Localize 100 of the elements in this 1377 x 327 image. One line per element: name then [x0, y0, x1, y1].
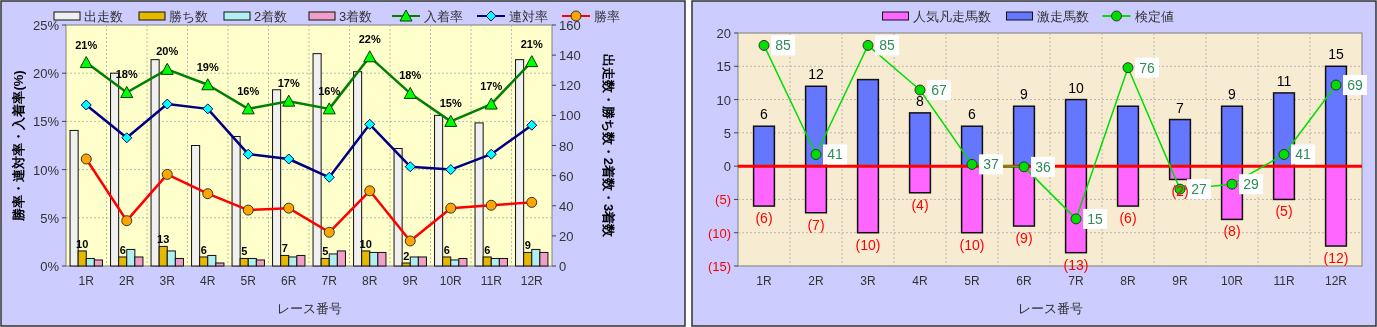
- data-label: 5: [322, 245, 329, 258]
- data-label: 2: [403, 249, 410, 262]
- data-label: 15%: [439, 97, 462, 110]
- data-label: 11: [1276, 72, 1292, 89]
- data-label: 20%: [156, 45, 179, 58]
- y-tick-label: 25%: [32, 18, 60, 33]
- data-label: 21%: [75, 38, 98, 51]
- x-tick-label: 3R: [860, 274, 876, 288]
- data-label: 41: [1295, 146, 1311, 163]
- y-tick-label: (15): [707, 259, 731, 274]
- data-label: 6: [968, 106, 977, 123]
- legend-label: 連対率: [509, 9, 548, 24]
- data-label: (10): [855, 236, 881, 253]
- x-tick-label: 12R: [520, 274, 544, 288]
- point: [1278, 148, 1290, 160]
- data-label: (6): [755, 210, 773, 227]
- data-label: 22%: [358, 32, 381, 45]
- point: [526, 119, 538, 131]
- x-tick-label: 5R: [964, 274, 980, 288]
- point: [914, 84, 926, 96]
- x-tick-label: 3R: [159, 274, 176, 288]
- data-label: 17%: [480, 80, 503, 93]
- y-tick-label: 20: [716, 26, 731, 41]
- point: [202, 103, 214, 115]
- data-label: 7: [281, 242, 288, 255]
- data-label: 41: [827, 146, 843, 163]
- point: [283, 153, 295, 165]
- point: [445, 164, 457, 176]
- x-tick-label: 9R: [1172, 274, 1188, 288]
- data-label: (13): [1063, 256, 1089, 273]
- x-tick-label: 12R: [1324, 274, 1348, 288]
- legend-label: 3着数: [339, 9, 373, 24]
- data-label: 36: [1035, 158, 1051, 175]
- data-label: 18%: [399, 69, 422, 82]
- point: [242, 148, 254, 160]
- data-label: (7): [807, 216, 825, 233]
- y2-tick-label: 120: [559, 78, 581, 94]
- y-tick-label: 5: [723, 125, 731, 141]
- y-tick-label: 15%: [32, 114, 60, 130]
- x-tick-label: 6R: [1016, 274, 1032, 288]
- point: [121, 132, 133, 144]
- y2-tick-label: 60: [559, 168, 574, 184]
- y2-tick-label: 40: [559, 198, 574, 214]
- x-tick-label: 1R: [78, 274, 95, 288]
- data-label: 69: [1347, 77, 1363, 94]
- y2-tick-label: 140: [559, 48, 581, 64]
- data-label: 76: [1139, 59, 1155, 76]
- data-label: 85: [775, 37, 791, 54]
- data-label: 85: [879, 37, 895, 54]
- point: [161, 98, 173, 110]
- data-label: 16%: [237, 84, 260, 97]
- data-label: 5: [241, 245, 248, 258]
- point: [364, 118, 376, 130]
- x-tick-label: 10R: [1220, 274, 1244, 288]
- data-label: 6: [443, 243, 450, 256]
- y-tick-label: (5): [715, 192, 731, 208]
- y-tick-label: 20%: [32, 66, 60, 82]
- data-label: 15: [1087, 210, 1103, 227]
- legend-label: 勝ち数: [169, 9, 208, 24]
- x-tick-label: 8R: [1120, 274, 1136, 288]
- data-label: (6): [1119, 210, 1137, 227]
- y2-tick-label: 80: [559, 138, 574, 154]
- x-tick-label: 9R: [402, 274, 419, 288]
- y2-tick-label: 160: [559, 18, 581, 33]
- data-label: 9: [1020, 86, 1029, 103]
- legend-label: 2着数: [254, 9, 288, 24]
- legend-label: 検定値: [1134, 9, 1174, 24]
- y2-axis-title: 出走数・勝ち数・2着数・3着数: [601, 53, 616, 239]
- x-tick-label: 4R: [912, 274, 928, 288]
- data-label: 17%: [277, 77, 300, 90]
- point: [1070, 213, 1082, 225]
- point: [1330, 79, 1342, 91]
- data-label: 21%: [520, 37, 543, 50]
- y2-tick-label: 0: [559, 259, 567, 274]
- point: [80, 99, 92, 111]
- data-label: (10): [959, 236, 985, 253]
- point: [810, 148, 822, 160]
- y-axis-title: 勝率・連対率・入着率(%): [11, 70, 26, 222]
- point: [1122, 62, 1134, 74]
- x-tick-label: 10R: [439, 274, 463, 288]
- point: [1018, 161, 1030, 173]
- point: [485, 148, 497, 160]
- y-tick-label: 0%: [40, 259, 60, 274]
- y-tick-label: 15: [716, 59, 731, 75]
- data-label: 27: [1191, 181, 1207, 198]
- legend-label: 人気凡走馬数: [912, 9, 991, 24]
- data-label: 9: [524, 239, 531, 252]
- data-label: 15: [1328, 46, 1344, 63]
- data-label: 37: [983, 156, 999, 173]
- data-label: 18%: [115, 68, 138, 81]
- x-tick-label: 8R: [362, 274, 378, 288]
- data-label: 6: [484, 243, 491, 256]
- data-label: (5): [1275, 203, 1293, 220]
- legend-label: 出走数: [84, 9, 123, 24]
- data-label: 67: [931, 82, 947, 99]
- data-label: 9: [1228, 86, 1237, 103]
- y2-tick-label: 20: [559, 228, 574, 244]
- x-tick-label: 1R: [756, 274, 772, 288]
- y-tick-label: (10): [707, 225, 731, 241]
- data-label: 10: [1068, 79, 1084, 96]
